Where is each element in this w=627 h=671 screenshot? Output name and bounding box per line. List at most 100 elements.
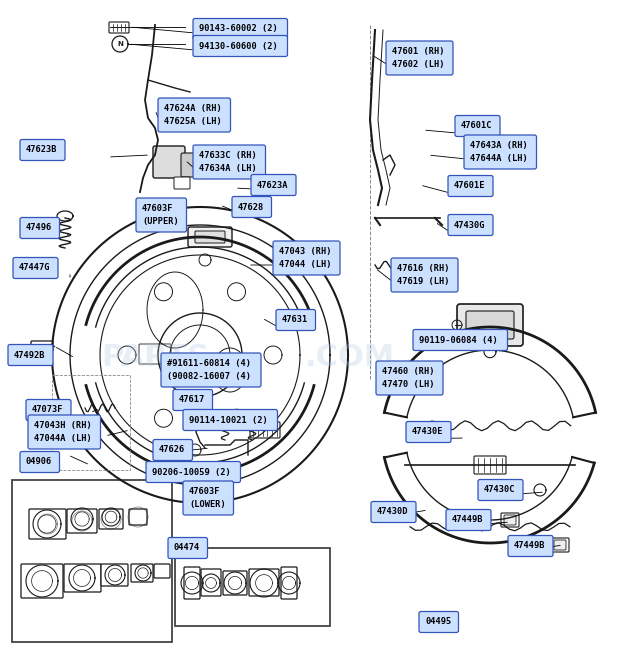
Text: 47626: 47626 <box>159 446 185 454</box>
FancyBboxPatch shape <box>501 513 519 527</box>
Circle shape <box>184 392 196 404</box>
FancyBboxPatch shape <box>457 304 523 346</box>
Text: 47447G: 47447G <box>19 264 51 272</box>
Text: 47634A (LH): 47634A (LH) <box>199 164 256 173</box>
FancyBboxPatch shape <box>136 198 186 232</box>
Text: 47619 (LH): 47619 (LH) <box>397 277 450 286</box>
FancyBboxPatch shape <box>201 569 221 596</box>
Text: 47449B: 47449B <box>514 541 545 550</box>
Text: 47601C: 47601C <box>461 121 492 130</box>
FancyBboxPatch shape <box>183 481 233 515</box>
Text: 47073F: 47073F <box>32 405 63 415</box>
Text: 47430E: 47430E <box>412 427 443 437</box>
FancyBboxPatch shape <box>20 217 60 238</box>
FancyBboxPatch shape <box>67 509 97 533</box>
Text: 47430G: 47430G <box>454 221 485 229</box>
FancyBboxPatch shape <box>376 361 443 395</box>
Text: 47430C: 47430C <box>484 486 515 495</box>
Text: 47623B: 47623B <box>26 146 58 154</box>
Text: (90082-16007 (4): (90082-16007 (4) <box>167 372 251 381</box>
FancyBboxPatch shape <box>448 215 493 236</box>
FancyBboxPatch shape <box>448 176 493 197</box>
Text: 47602 (LH): 47602 (LH) <box>392 60 445 69</box>
Text: 47644A (LH): 47644A (LH) <box>470 154 528 163</box>
FancyBboxPatch shape <box>223 571 247 595</box>
Text: 04906: 04906 <box>26 458 52 466</box>
Text: 47625A (LH): 47625A (LH) <box>164 117 222 126</box>
Text: 47044A (LH): 47044A (LH) <box>34 434 92 443</box>
Text: 90143-60002 (2): 90143-60002 (2) <box>199 25 278 34</box>
FancyBboxPatch shape <box>153 146 185 178</box>
FancyBboxPatch shape <box>466 311 514 339</box>
FancyBboxPatch shape <box>413 329 507 350</box>
FancyBboxPatch shape <box>419 611 458 633</box>
Text: (LOWER): (LOWER) <box>189 500 226 509</box>
FancyBboxPatch shape <box>146 462 241 482</box>
Text: (UPPER): (UPPER) <box>142 217 179 226</box>
FancyBboxPatch shape <box>64 564 101 592</box>
FancyBboxPatch shape <box>183 409 278 431</box>
FancyBboxPatch shape <box>195 231 225 243</box>
FancyBboxPatch shape <box>12 480 172 642</box>
FancyBboxPatch shape <box>131 564 153 582</box>
FancyBboxPatch shape <box>281 567 297 599</box>
FancyBboxPatch shape <box>193 19 288 40</box>
FancyBboxPatch shape <box>184 567 200 599</box>
Text: 47449B: 47449B <box>452 515 483 525</box>
FancyBboxPatch shape <box>161 353 261 387</box>
Text: 47628: 47628 <box>238 203 264 211</box>
Text: 47492B: 47492B <box>14 350 46 360</box>
FancyBboxPatch shape <box>174 177 190 189</box>
FancyBboxPatch shape <box>8 344 53 366</box>
FancyBboxPatch shape <box>20 452 60 472</box>
FancyBboxPatch shape <box>551 538 569 552</box>
FancyBboxPatch shape <box>455 115 500 136</box>
Text: 47623A: 47623A <box>257 180 288 189</box>
FancyBboxPatch shape <box>175 548 330 626</box>
FancyBboxPatch shape <box>251 174 296 195</box>
Text: 47643A (RH): 47643A (RH) <box>470 141 528 150</box>
FancyBboxPatch shape <box>193 145 265 179</box>
FancyBboxPatch shape <box>446 509 491 531</box>
FancyBboxPatch shape <box>109 22 129 33</box>
FancyBboxPatch shape <box>13 258 58 278</box>
FancyBboxPatch shape <box>276 309 315 331</box>
FancyBboxPatch shape <box>273 241 340 275</box>
FancyBboxPatch shape <box>478 480 523 501</box>
FancyBboxPatch shape <box>464 135 537 169</box>
FancyBboxPatch shape <box>101 564 128 586</box>
Text: PARTS: PARTS <box>101 344 209 372</box>
Text: 47460 (RH): 47460 (RH) <box>382 367 435 376</box>
FancyBboxPatch shape <box>173 389 213 411</box>
Text: 90206-10059 (2): 90206-10059 (2) <box>152 468 231 476</box>
FancyBboxPatch shape <box>168 537 208 558</box>
FancyBboxPatch shape <box>153 440 192 460</box>
Text: #91611-60814 (4): #91611-60814 (4) <box>167 359 251 368</box>
FancyBboxPatch shape <box>386 41 453 75</box>
FancyBboxPatch shape <box>28 415 100 449</box>
FancyBboxPatch shape <box>474 456 506 474</box>
Text: 47603F: 47603F <box>142 204 174 213</box>
Text: 47616 (RH): 47616 (RH) <box>397 264 450 273</box>
Text: 47617: 47617 <box>179 395 205 405</box>
FancyBboxPatch shape <box>154 564 170 578</box>
Text: 47470 (LH): 47470 (LH) <box>382 380 435 389</box>
Text: 47044 (LH): 47044 (LH) <box>279 260 332 269</box>
FancyBboxPatch shape <box>129 509 147 525</box>
Text: 04495: 04495 <box>425 617 451 627</box>
Text: 47043H (RH): 47043H (RH) <box>34 421 92 430</box>
FancyBboxPatch shape <box>31 341 53 351</box>
Text: 47624A (RH): 47624A (RH) <box>164 104 222 113</box>
Text: 47633C (RH): 47633C (RH) <box>199 151 256 160</box>
FancyBboxPatch shape <box>20 140 65 160</box>
Text: 47430D: 47430D <box>377 507 409 517</box>
Circle shape <box>187 395 193 401</box>
Text: 47603F: 47603F <box>189 487 221 496</box>
FancyBboxPatch shape <box>508 535 553 556</box>
Text: N: N <box>117 41 123 47</box>
Text: 47601 (RH): 47601 (RH) <box>392 47 445 56</box>
Text: 90119-06084 (4): 90119-06084 (4) <box>419 336 498 344</box>
FancyBboxPatch shape <box>99 509 123 529</box>
FancyBboxPatch shape <box>371 501 416 523</box>
FancyBboxPatch shape <box>188 227 232 247</box>
